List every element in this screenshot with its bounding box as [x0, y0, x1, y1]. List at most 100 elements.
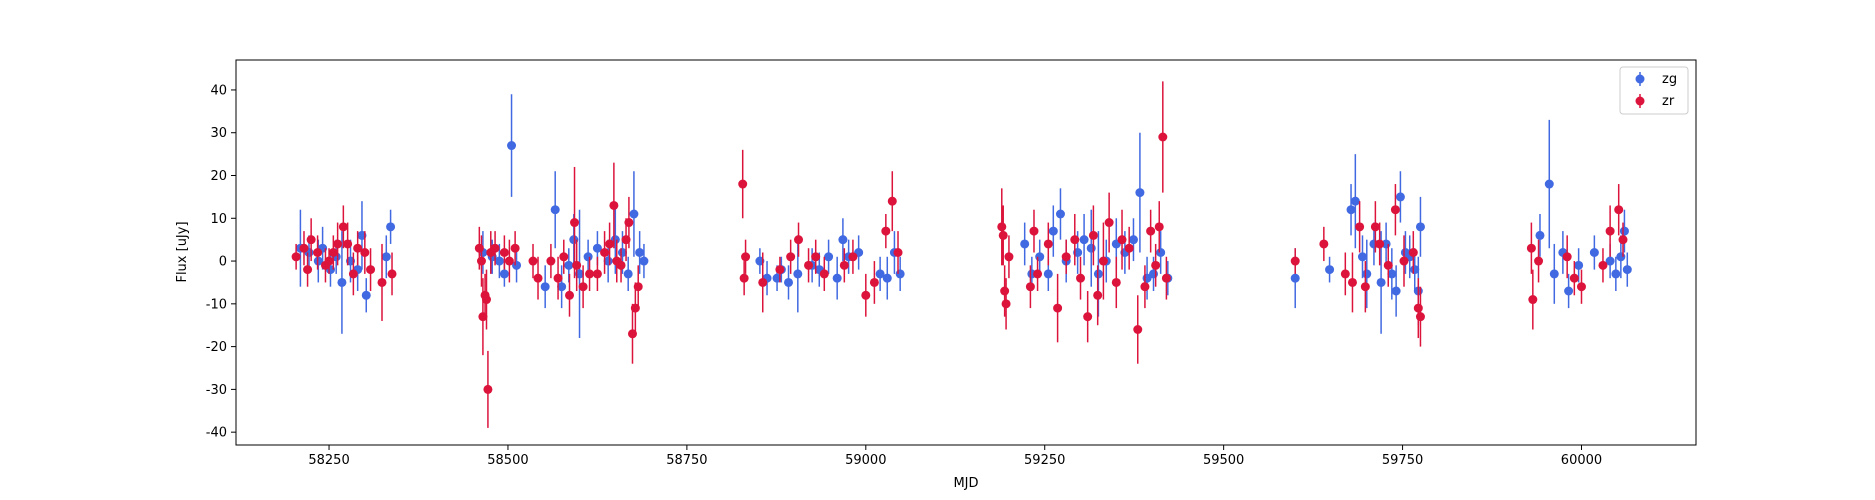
data-point-zg	[1020, 239, 1030, 249]
data-point-zg	[1156, 248, 1166, 257]
data-point-zr	[616, 260, 626, 270]
y-tick-label: -20	[206, 340, 227, 355]
data-point-zg	[564, 260, 574, 270]
data-point-zr	[504, 256, 514, 266]
data-point-zr	[474, 243, 484, 253]
data-point-zg	[838, 235, 848, 245]
data-point-zg	[1395, 192, 1405, 202]
series-layer	[291, 81, 1632, 428]
data-point-zr	[1158, 132, 1168, 142]
data-point-zr	[1004, 252, 1014, 262]
data-point-zr	[605, 239, 615, 249]
data-point-zr	[887, 196, 897, 206]
data-point-zr	[741, 252, 751, 262]
data-point-zr	[1093, 290, 1103, 300]
x-tick-label: 59750	[1382, 453, 1423, 468]
data-point-zr	[1098, 256, 1108, 266]
data-point-zr	[786, 252, 796, 262]
data-point-zg	[1410, 265, 1420, 275]
data-point-zr	[338, 222, 348, 232]
data-point-zr	[578, 282, 588, 292]
data-point-zg	[550, 205, 560, 215]
data-point-zr	[546, 256, 556, 266]
data-point-zr	[387, 269, 397, 279]
data-point-zr	[348, 269, 358, 279]
data-point-zr	[881, 226, 891, 236]
data-point-zr	[1033, 269, 1043, 279]
data-point-zr	[1154, 222, 1164, 232]
data-point-zr	[600, 248, 610, 257]
data-point-zg	[1387, 269, 1397, 279]
plot-frame	[235, 59, 1697, 446]
x-tick-label: 58750	[666, 453, 707, 468]
data-point-zg	[1611, 269, 1621, 279]
data-point-zg	[895, 269, 905, 279]
x-axis: 58250 58500 58750 59000 59250 59500 59750 60000	[308, 445, 1602, 468]
data-point-zg	[1415, 222, 1425, 232]
x-tick-label: 59000	[845, 453, 886, 468]
data-point-zr	[609, 200, 619, 210]
data-point-zg	[1376, 277, 1386, 287]
data-point-zg	[361, 290, 371, 300]
y-tick-label: -30	[206, 383, 227, 398]
data-point-zr	[1562, 252, 1572, 262]
data-point-zr	[303, 265, 313, 275]
data-point-zr	[819, 269, 829, 279]
data-point-zr	[861, 290, 871, 300]
data-point-zr	[1000, 286, 1010, 296]
data-point-zr	[1001, 299, 1011, 309]
data-point-zg	[1605, 256, 1615, 266]
data-point-zg	[1128, 235, 1138, 245]
data-point-zr	[997, 222, 1007, 232]
data-point-zr	[1413, 303, 1423, 313]
data-point-zg	[337, 277, 347, 287]
y-tick-label: 40	[210, 83, 227, 98]
data-point-zr	[481, 295, 491, 305]
data-point-zr	[1124, 243, 1134, 253]
data-point-zr	[528, 256, 538, 266]
data-point-zg	[1035, 252, 1045, 262]
plot-background	[236, 60, 1696, 445]
data-point-zr	[758, 277, 768, 287]
data-point-zr	[1526, 243, 1536, 253]
data-point-zr	[1111, 277, 1121, 287]
data-point-zr	[1061, 252, 1071, 262]
data-point-zg	[381, 252, 391, 262]
data-point-zr	[1569, 273, 1579, 283]
data-point-zg	[639, 256, 649, 266]
data-point-zr	[1375, 239, 1385, 249]
data-point-zr	[624, 218, 634, 228]
data-point-zg	[499, 269, 509, 279]
data-point-zr	[1029, 226, 1039, 236]
data-point-zr	[1104, 218, 1114, 228]
data-point-zr	[893, 248, 903, 257]
data-point-zr	[839, 260, 849, 270]
x-tick-label: 60000	[1561, 453, 1602, 468]
data-point-zr	[510, 243, 520, 253]
data-point-zr	[570, 218, 580, 228]
data-point-zr	[377, 277, 387, 287]
data-point-zr	[299, 243, 309, 253]
data-point-zr	[291, 252, 301, 262]
data-point-zg	[1135, 188, 1145, 198]
data-point-zr	[1347, 277, 1357, 287]
data-point-zr	[794, 235, 804, 245]
data-point-zr	[1408, 248, 1418, 257]
data-point-zr	[343, 239, 353, 249]
data-point-zg	[824, 252, 834, 262]
data-point-zg	[1048, 226, 1058, 236]
data-point-zg	[557, 282, 567, 292]
data-point-zg	[793, 269, 803, 279]
x-tick-label: 58500	[487, 453, 528, 468]
data-point-zg	[1564, 286, 1574, 296]
data-point-zg	[882, 273, 892, 283]
data-point-zr	[1319, 239, 1329, 249]
data-point-zr	[1360, 282, 1370, 292]
legend-zg-marker	[1635, 74, 1645, 84]
y-tick-label: 20	[210, 169, 227, 184]
x-axis-label: MJD	[953, 476, 978, 491]
data-point-zg	[1362, 269, 1372, 279]
data-point-zr	[1146, 226, 1156, 236]
data-point-zr	[1399, 256, 1409, 266]
